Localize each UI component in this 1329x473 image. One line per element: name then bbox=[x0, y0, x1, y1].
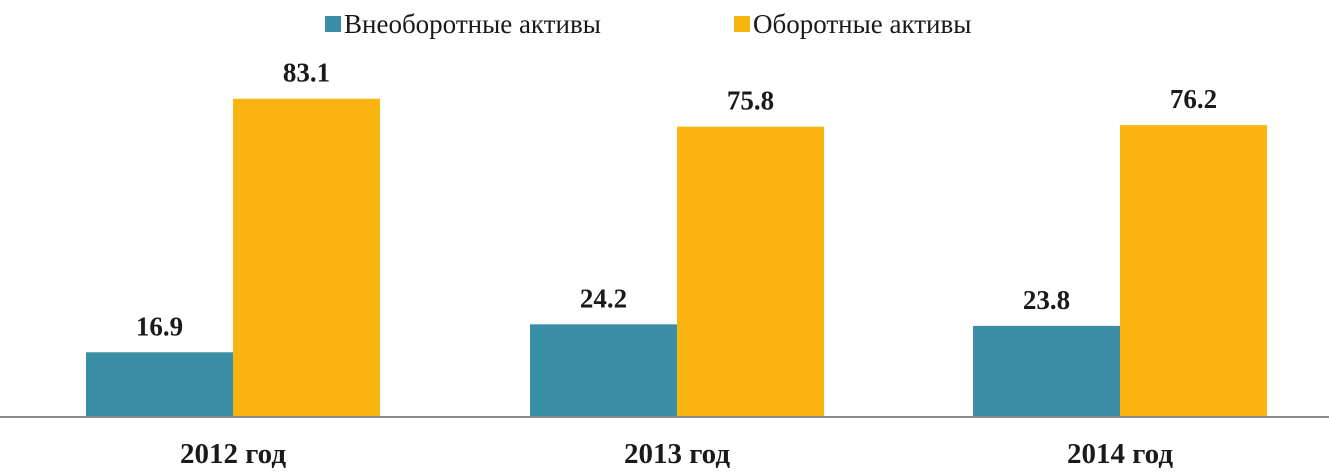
chart-legend: Внеоборотные активы Оборотные активы bbox=[325, 9, 971, 39]
data-label-non-current-assets-3: 23.8 bbox=[1023, 285, 1070, 315]
bars-group bbox=[86, 98, 1267, 418]
category-label-1: 2012 год bbox=[180, 438, 286, 470]
bar-non-current-assets-1 bbox=[86, 352, 233, 417]
category-labels-group: 2012 год 2013 год 2014 год bbox=[180, 438, 1173, 470]
data-label-non-current-assets-1: 16.9 bbox=[136, 311, 183, 341]
data-label-current-assets-3: 76.2 bbox=[1170, 84, 1217, 114]
bar-non-current-assets-2 bbox=[530, 324, 677, 417]
bar-current-assets-2 bbox=[677, 126, 824, 417]
data-label-non-current-assets-2: 24.2 bbox=[580, 283, 627, 313]
legend-swatch-current-assets bbox=[734, 16, 750, 32]
legend-label-non-current-assets: Внеоборотные активы bbox=[344, 9, 601, 39]
legend-swatch-non-current-assets bbox=[325, 16, 341, 32]
data-labels-group: 16.9 83.1 24.2 75.8 23.8 76.2 bbox=[136, 58, 1217, 342]
category-label-2: 2013 год bbox=[624, 438, 730, 470]
data-label-current-assets-2: 75.8 bbox=[727, 86, 774, 116]
legend-label-current-assets: Оборотные активы bbox=[753, 9, 971, 39]
bar-non-current-assets-3 bbox=[973, 325, 1120, 417]
bar-current-assets-1 bbox=[233, 98, 380, 418]
category-label-3: 2014 год bbox=[1067, 438, 1173, 470]
data-label-current-assets-1: 83.1 bbox=[283, 58, 330, 88]
bar-current-assets-3 bbox=[1120, 125, 1267, 418]
